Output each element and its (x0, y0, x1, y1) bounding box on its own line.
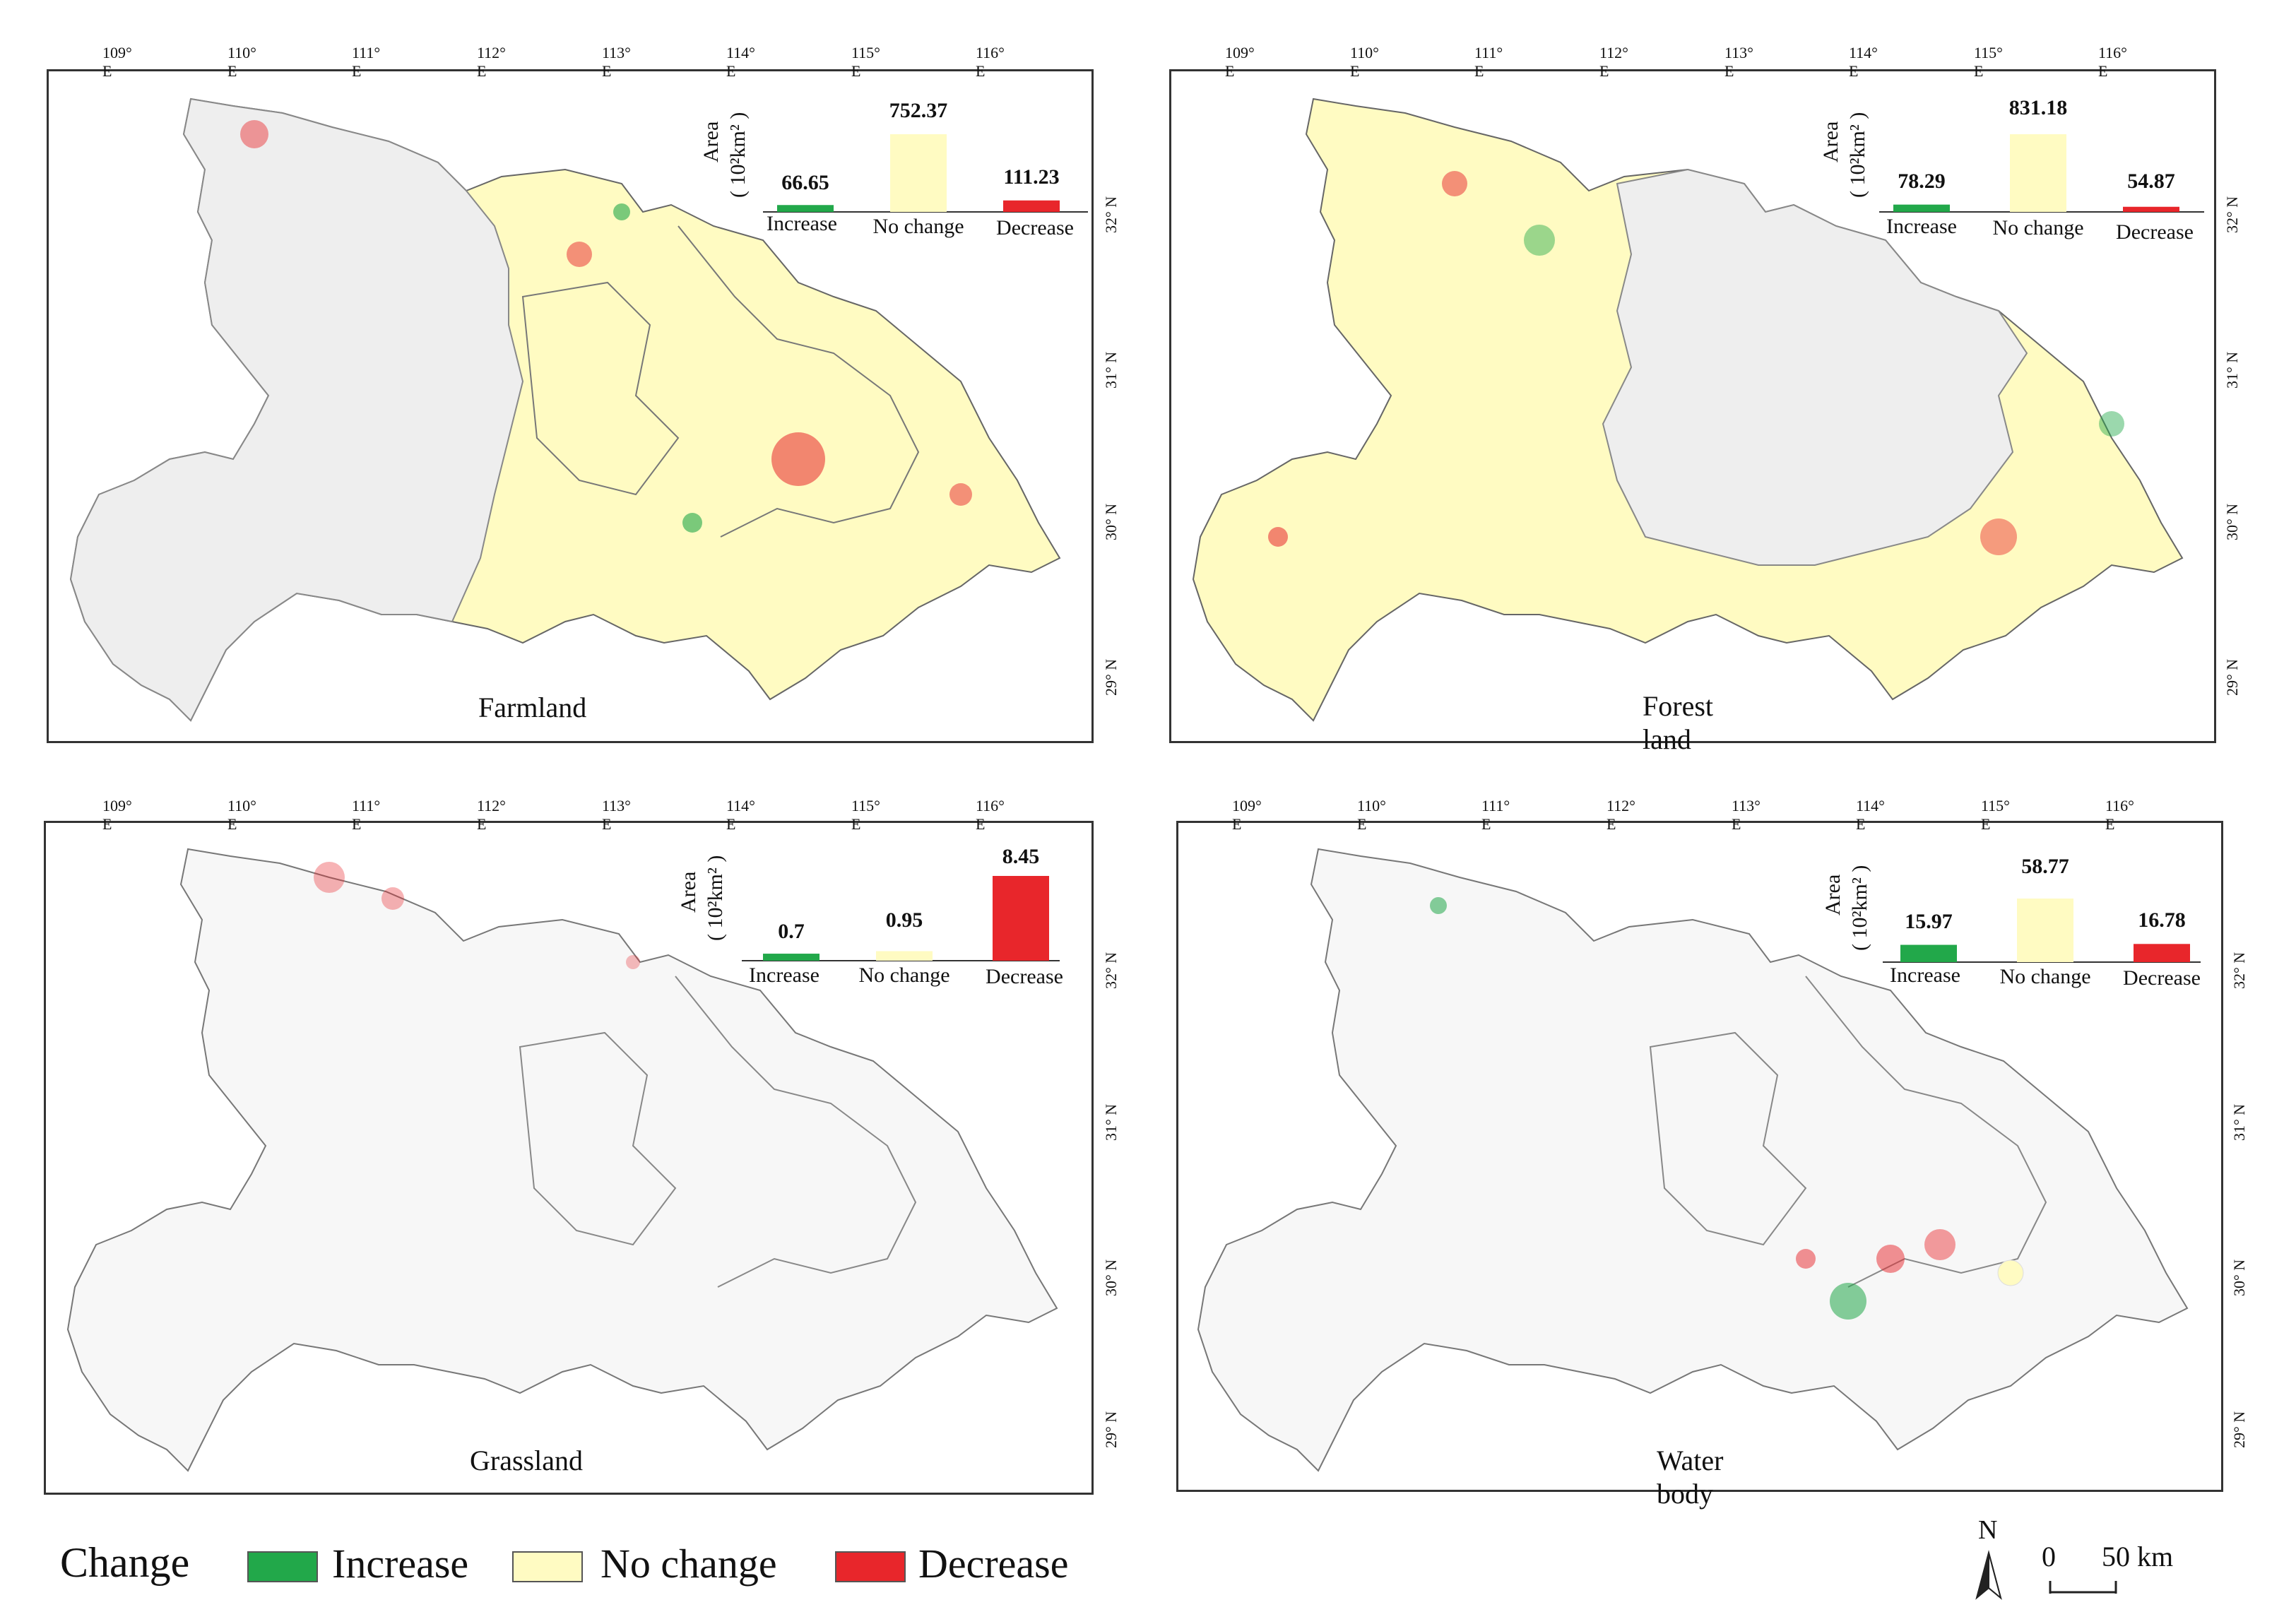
panel-title: Forest land (1643, 690, 1713, 755)
scale-zero-label: 0 (2042, 1541, 2056, 1572)
forest-land-value-no-change: 831.18 (2008, 96, 2068, 119)
map-frame-water-body (1176, 821, 2223, 1492)
inset-category-label: Increase (1886, 215, 1957, 238)
inset-category-label: No change (1992, 216, 2084, 239)
lat-tick: 32° N (1102, 196, 1120, 233)
legend-swatch-increase (247, 1551, 318, 1582)
inset-category-label: Increase (749, 964, 819, 987)
lat-tick: 30° N (1102, 1259, 1120, 1296)
lon-tick: 116° E (2105, 797, 2134, 833)
farmland-value-no-change: 752.37 (889, 99, 948, 122)
lon-tick: 115° E (1974, 44, 2003, 80)
farmland-value-decrease: 111.23 (1003, 165, 1060, 189)
inset-category-label: Decrease (986, 965, 1063, 988)
lon-tick: 111° E (1481, 797, 1510, 833)
area-axis-unit: ( 10²km² ) (1848, 865, 1871, 951)
lon-tick: 112° E (1599, 44, 1628, 80)
lon-tick: 112° E (477, 44, 506, 80)
inset-category-label: Increase (1890, 964, 1960, 987)
lon-tick: 110° E (227, 797, 256, 833)
inset-category-label: Decrease (2123, 966, 2201, 990)
area-axis-label: Area (677, 871, 700, 913)
lon-tick: 109° E (1232, 797, 1262, 833)
grassland-value-increase: 0.7 (778, 920, 805, 943)
lon-tick: 109° E (102, 44, 132, 80)
lat-tick: 31° N (1102, 351, 1120, 389)
lat-tick: 31° N (2223, 351, 2241, 389)
grassland-value-decrease: 8.45 (1002, 845, 1040, 868)
lon-tick: 116° E (976, 44, 1005, 80)
legend-title: Change (60, 1539, 190, 1586)
panel-title: Water body (1657, 1445, 1724, 1510)
lon-tick: 112° E (1607, 797, 1635, 833)
lat-tick: 31° N (1102, 1103, 1120, 1141)
lat-tick: 30° N (1102, 503, 1120, 540)
lat-tick: 29° N (2223, 658, 2241, 696)
legend-label-no-change: No change (600, 1541, 777, 1587)
lon-tick: 115° E (851, 797, 880, 833)
water-body-value-no-change: 58.77 (2021, 855, 2069, 878)
map-frame-farmland (47, 69, 1094, 743)
lon-tick: 115° E (851, 44, 880, 80)
lon-tick: 111° E (1474, 44, 1503, 80)
lon-tick: 113° E (602, 797, 631, 833)
lat-tick: 31° N (2230, 1103, 2248, 1141)
lon-tick: 116° E (2098, 44, 2127, 80)
lon-tick: 114° E (1849, 44, 1878, 80)
panel-title: Farmland (478, 692, 587, 723)
lat-tick: 29° N (2230, 1411, 2248, 1448)
lon-tick: 114° E (726, 797, 755, 833)
lon-tick: 113° E (1724, 44, 1753, 80)
inset-category-label: No change (1999, 965, 2091, 988)
lat-tick: 32° N (2230, 952, 2248, 989)
north-label: N (1978, 1515, 1998, 1545)
map-frame-forest-land (1169, 69, 2216, 743)
grassland-value-no-change: 0.95 (885, 908, 923, 932)
lon-tick: 110° E (227, 44, 256, 80)
lat-tick: 30° N (2223, 503, 2241, 540)
lat-tick: 32° N (2223, 196, 2241, 233)
area-axis-label: Area (1821, 874, 1845, 915)
water-body-value-increase: 15.97 (1905, 910, 1953, 933)
water-body-value-decrease: 16.78 (2138, 908, 2186, 932)
lon-tick: 110° E (1357, 797, 1386, 833)
lon-tick: 113° E (1732, 797, 1761, 833)
inset-category-label: Decrease (2116, 220, 2194, 244)
lat-tick: 29° N (1102, 1411, 1120, 1448)
lon-tick: 109° E (102, 797, 132, 833)
legend-label-increase: Increase (332, 1541, 469, 1587)
inset-category-label: No change (858, 964, 950, 987)
lon-tick: 111° E (352, 797, 381, 833)
lon-tick: 110° E (1350, 44, 1379, 80)
lon-tick: 115° E (1981, 797, 2010, 833)
legend-swatch-no-change (512, 1551, 583, 1582)
lon-tick: 109° E (1225, 44, 1255, 80)
lon-tick: 114° E (726, 44, 755, 80)
lon-tick: 112° E (477, 797, 506, 833)
inset-category-label: Decrease (996, 216, 1074, 239)
legend-label-decrease: Decrease (918, 1541, 1069, 1587)
area-axis-label: Area (699, 121, 723, 162)
scale-distance-label: 50 km (2102, 1541, 2174, 1572)
lon-tick: 111° E (352, 44, 381, 80)
lon-tick: 113° E (602, 44, 631, 80)
forest-land-value-increase: 78.29 (1898, 170, 1946, 193)
lon-tick: 114° E (1856, 797, 1885, 833)
panel-title: Grassland (470, 1445, 583, 1476)
lat-tick: 30° N (2230, 1259, 2248, 1296)
legend-swatch-decrease (835, 1551, 906, 1582)
lat-tick: 29° N (1102, 658, 1120, 696)
lat-tick: 32° N (1102, 952, 1120, 989)
farmland-value-increase: 66.65 (781, 171, 829, 194)
lon-tick: 116° E (976, 797, 1005, 833)
area-axis-label: Area (1819, 121, 1842, 162)
inset-category-label: Increase (767, 212, 837, 235)
forest-land-value-decrease: 54.87 (2127, 170, 2175, 193)
inset-category-label: No change (872, 215, 964, 238)
